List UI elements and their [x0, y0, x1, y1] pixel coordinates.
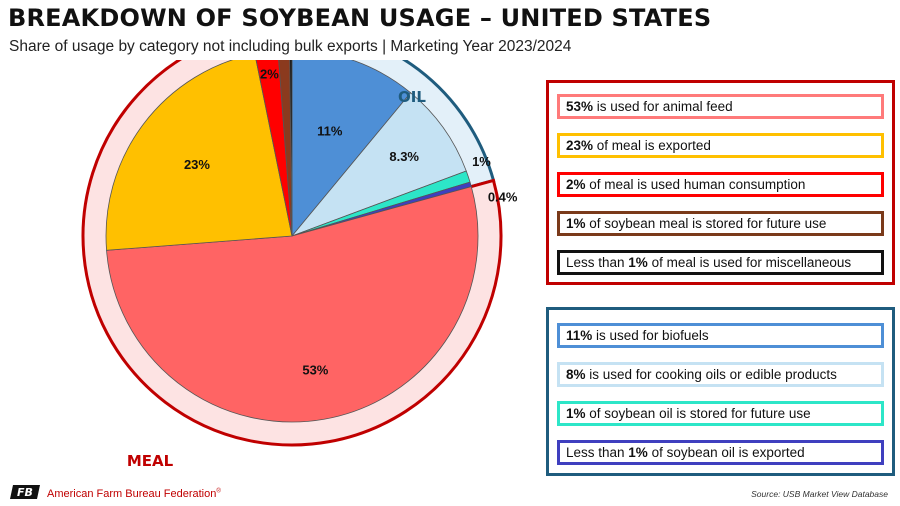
meal-legend-item: Less than 1% of meal is used for miscell…	[557, 250, 884, 275]
oil-legend-item: 8% is used for cooking oils or edible pr…	[557, 362, 884, 387]
pie-slice-0	[291, 60, 412, 238]
oil-legend-item: 1% of soybean oil is stored for future u…	[557, 401, 884, 426]
pie-slice-6	[255, 60, 293, 237]
slice-label-5: 23%	[184, 157, 210, 172]
afbf-logo-icon: FB	[10, 485, 40, 499]
pie-slice-1	[290, 92, 467, 237]
slice-label-4: 53%	[302, 362, 328, 377]
group-label-oil: OIL	[398, 88, 426, 106]
meal-legend-item: 2% of meal is used human consumption	[557, 172, 884, 197]
pie-slice-7	[278, 60, 293, 237]
slice-label-6: 2%	[260, 66, 279, 81]
meal-legend-item: 53% is used for animal feed	[557, 94, 884, 119]
slice-label-3: 0.4%	[488, 189, 518, 204]
pie-slice-8	[289, 60, 293, 237]
slice-label-1: 8.3%	[389, 149, 419, 164]
group-label-meal: MEAL	[127, 452, 174, 470]
chart-title: BREAKDOWN OF SOYBEAN USAGE – UNITED STAT…	[8, 4, 712, 32]
slice-label-0: 11%	[317, 124, 343, 139]
oil-legend-item: 11% is used for biofuels	[557, 323, 884, 348]
pie-slice-4	[106, 186, 479, 423]
chart-subtitle: Share of usage by category not including…	[9, 38, 572, 55]
meal-legend-panel: 53% is used for animal feed 23% of meal i…	[546, 80, 895, 285]
meal-legend-item: 1% of soybean meal is stored for future …	[557, 211, 884, 236]
svg-text:FB: FB	[17, 486, 33, 499]
oil-legend-item: Less than 1% of soybean oil is exported	[557, 440, 884, 465]
pie-slice-5	[105, 60, 293, 251]
oil-legend-panel: 11% is used for biofuels 8% is used for c…	[546, 307, 895, 476]
organization-name: American Farm Bureau Federation®	[47, 488, 221, 500]
slice-label-2: 1%	[472, 154, 491, 169]
source-note: Source: USB Market View Database	[751, 489, 888, 499]
meal-legend-item: 23% of meal is exported	[557, 133, 884, 158]
